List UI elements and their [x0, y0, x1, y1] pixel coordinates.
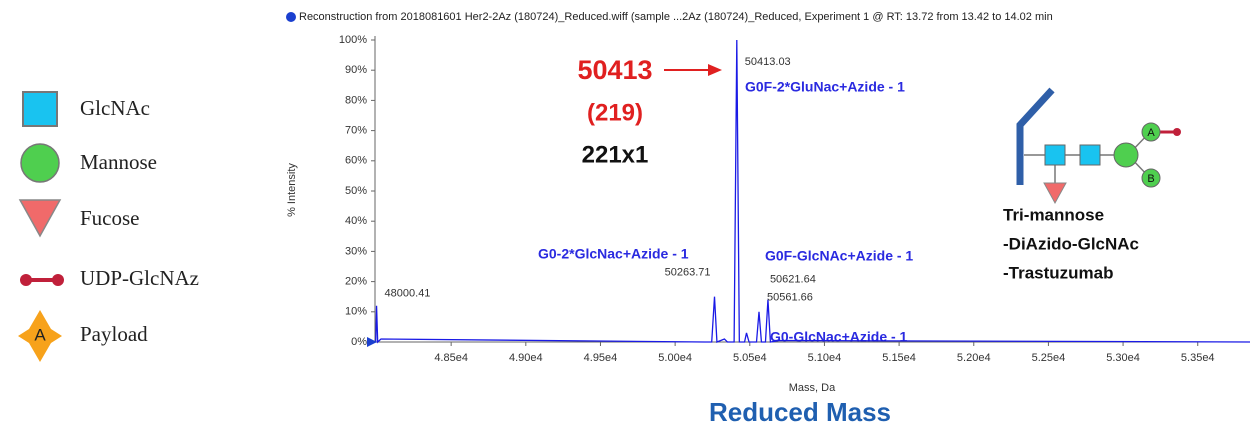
fucose-symbol [20, 200, 60, 236]
x-tick-label: 4.95e4 [584, 352, 618, 364]
y-axis-label: % Intensity [286, 163, 298, 217]
branch-label: A [1147, 127, 1155, 139]
peak-annotation: G0-2*GlcNac+Azide - 1 [538, 246, 689, 262]
peak-label: 50413.03 [745, 56, 791, 68]
x-tick-label: 5.30e4 [1106, 352, 1140, 364]
peak-annotation: G0F-GlcNAc+Azide - 1 [765, 248, 913, 264]
callout-mass: 50413 [577, 55, 652, 85]
y-tick-label: 60% [345, 155, 367, 167]
callout-count: (219) [587, 99, 643, 126]
y-tick-label: 10% [345, 306, 367, 318]
udp-symbol-end [20, 274, 32, 286]
peak-annotation: G0F-2*GluNac+Azide - 1 [745, 79, 905, 95]
title-dot [286, 12, 296, 22]
udp-end [1173, 128, 1181, 136]
antibody-arm [1020, 90, 1052, 185]
page: Reconstruction from 2018081601 Her2-2Az … [0, 0, 1255, 432]
y-tick-label: 20% [345, 276, 367, 288]
glcnac-symbol [23, 92, 57, 126]
peak-label: 50561.66 [767, 292, 813, 304]
y-tick-label: 50% [345, 185, 367, 197]
legend-label: Payload [80, 322, 148, 346]
fucose-symbol [1044, 183, 1066, 203]
glycan-structure: A B Tri-mannose -DiAzido-GlcNAc -Trastuz… [1003, 90, 1181, 282]
x-tick-label: 5.05e4 [733, 352, 767, 364]
structure-label: Tri-mannose [1003, 205, 1104, 224]
legend-label: Fucose [80, 206, 140, 230]
x-tick-label: 5.15e4 [882, 352, 916, 364]
payload-letter: A [34, 325, 46, 344]
x-tick-label: 5.25e4 [1032, 352, 1066, 364]
peak-label: 50621.64 [770, 274, 816, 286]
x-tick-label: 5.35e4 [1181, 352, 1215, 364]
glycan-legend: A GlcNAc Mannose Fucose UDP-GlcNAz Paylo… [18, 92, 199, 362]
branch-label: B [1147, 173, 1154, 185]
y-tick-label: 0% [351, 336, 367, 348]
structure-label: -DiAzido-GlcNAc [1003, 234, 1139, 253]
mannose-symbol [21, 144, 59, 182]
udp-symbol-end [52, 274, 64, 286]
legend-label: Mannose [80, 150, 157, 174]
mannose-symbol [1114, 143, 1138, 167]
callout-arrowhead [708, 64, 722, 76]
y-tick-label: 30% [345, 245, 367, 257]
legend-label: UDP-GlcNAz [80, 266, 199, 290]
callout-dar: 221x1 [582, 141, 649, 168]
chart-title: Reconstruction from 2018081601 Her2-2Az … [299, 11, 1053, 23]
y-tick-label: 80% [345, 94, 367, 106]
peak-label: 50263.71 [665, 267, 711, 279]
structure-label: -Trastuzumab [1003, 263, 1114, 282]
x-tick-label: 5.00e4 [658, 352, 692, 364]
x-axis-label: Mass, Da [789, 382, 836, 394]
y-tick-label: 100% [339, 34, 367, 46]
x-tick-label: 4.85e4 [434, 352, 468, 364]
x-tick-label: 5.10e4 [808, 352, 842, 364]
y-tick-label: 70% [345, 125, 367, 137]
x-tick-label: 5.20e4 [957, 352, 991, 364]
peak-label: 48000.41 [385, 288, 431, 300]
glcnac-symbol [1080, 145, 1100, 165]
y-tick-label: 90% [345, 64, 367, 76]
caption: Reduced Mass [709, 397, 891, 427]
legend-label: GlcNAc [80, 96, 150, 120]
y-tick-label: 40% [345, 215, 367, 227]
glcnac-symbol [1045, 145, 1065, 165]
x-tick-label: 4.90e4 [509, 352, 543, 364]
